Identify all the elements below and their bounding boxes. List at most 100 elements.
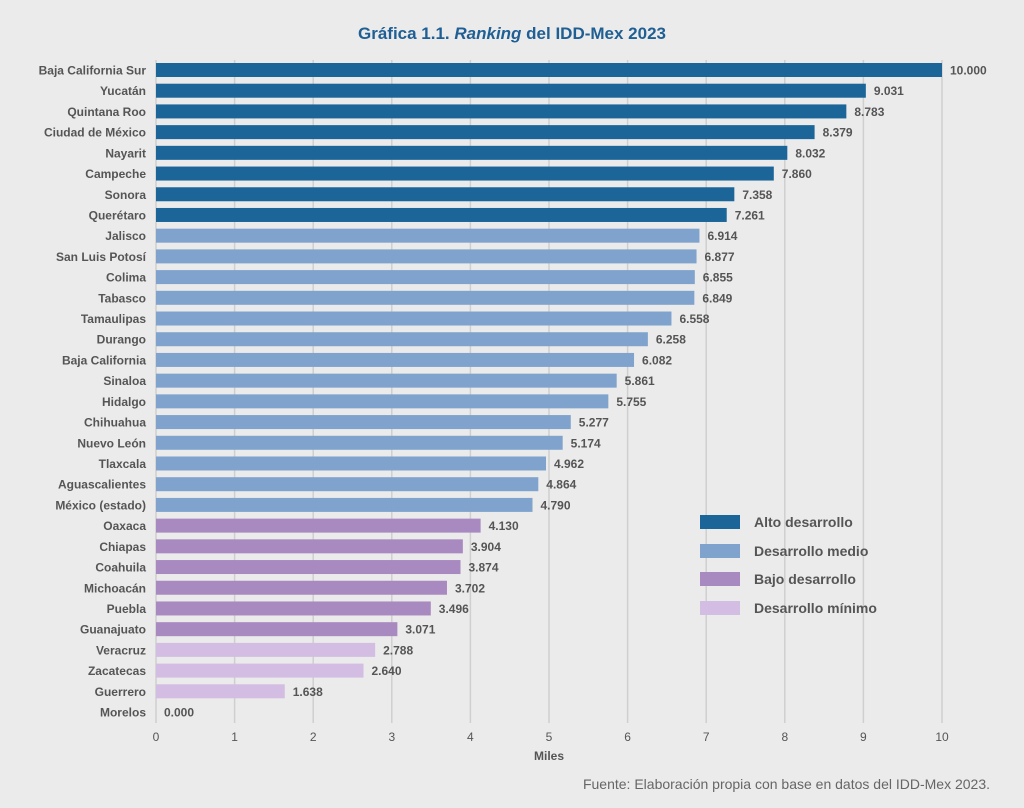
data-label: 5.277 [579, 416, 609, 430]
data-label: 3.904 [471, 540, 501, 554]
category-label: Morelos [100, 706, 146, 720]
data-label: 5.174 [571, 436, 601, 450]
data-label: 3.874 [468, 561, 498, 575]
category-label: Durango [97, 333, 146, 347]
bar [156, 580, 447, 595]
category-label: Aguascalientes [58, 478, 146, 492]
bar [156, 311, 672, 326]
data-label: 8.379 [823, 126, 853, 140]
data-label: 5.755 [616, 395, 646, 409]
data-label: 8.783 [854, 105, 884, 119]
data-label: 1.638 [293, 685, 323, 699]
data-label: 9.031 [874, 84, 904, 98]
source-note: Fuente: Elaboración propia con base en d… [582, 776, 990, 792]
category-label: Ciudad de México [44, 126, 146, 140]
data-label: 8.032 [795, 146, 825, 160]
bar [156, 104, 847, 119]
data-label: 6.082 [642, 353, 672, 367]
category-label: México (estado) [55, 498, 146, 512]
category-label: Baja California [62, 353, 146, 367]
bar [156, 352, 635, 367]
data-label: 4.790 [540, 498, 570, 512]
category-label: Chiapas [99, 540, 146, 554]
legend-swatch [700, 543, 740, 558]
bar [156, 187, 735, 202]
bar [156, 642, 376, 657]
legend: Alto desarrollo Desarrollo medio Bajo de… [700, 508, 877, 622]
bar [156, 166, 774, 181]
data-label: 6.849 [702, 291, 732, 305]
bar [156, 332, 648, 347]
category-label: Tlaxcala [99, 457, 147, 471]
x-tick-label: 5 [546, 730, 553, 744]
legend-swatch [700, 572, 740, 587]
x-tick-label: 4 [467, 730, 474, 744]
x-tick-label: 0 [153, 730, 160, 744]
data-label: 4.962 [554, 457, 584, 471]
category-label: Quintana Roo [67, 105, 146, 119]
bar [156, 290, 695, 305]
bar [156, 663, 364, 678]
category-label: Querétaro [89, 208, 146, 222]
bar [156, 83, 866, 98]
bar [156, 560, 461, 575]
x-tick-label: 10 [935, 730, 949, 744]
data-label: 3.496 [439, 602, 469, 616]
x-tick-label: 1 [231, 730, 238, 744]
bar [156, 601, 431, 616]
legend-label: Alto desarrollo [754, 514, 853, 531]
bar [156, 477, 539, 492]
legend-item-bajo: Bajo desarrollo [700, 565, 877, 594]
x-axis-label: Miles [534, 749, 564, 763]
bar [156, 394, 609, 409]
bar [156, 145, 788, 160]
bar [156, 373, 617, 388]
bar [156, 270, 695, 285]
bar [156, 539, 463, 554]
data-label: 7.261 [735, 208, 765, 222]
x-tick-label: 6 [624, 730, 631, 744]
chart-title: Gráfica 1.1. Ranking del IDD-Mex 2023 [357, 24, 666, 43]
data-label: 0.000 [164, 706, 194, 720]
bar [156, 456, 547, 471]
data-label: 6.914 [707, 229, 737, 243]
category-label: Puebla [107, 602, 147, 616]
category-label: Campeche [85, 167, 146, 181]
bar [156, 435, 563, 450]
data-label: 7.860 [782, 167, 812, 181]
category-label: Zacatecas [88, 664, 146, 678]
category-label: Veracruz [96, 643, 146, 657]
bar [156, 622, 398, 637]
x-tick-label: 7 [703, 730, 710, 744]
data-label: 2.788 [383, 643, 413, 657]
bar [156, 63, 942, 77]
x-tick-label: 2 [310, 730, 317, 744]
category-label: Chihuahua [84, 416, 146, 430]
bar [156, 228, 700, 243]
data-label: 7.358 [742, 188, 772, 202]
legend-label: Desarrollo medio [754, 542, 869, 559]
bar [156, 415, 571, 430]
category-label: Hidalgo [102, 395, 146, 409]
category-label: Tamaulipas [81, 312, 146, 326]
data-label: 3.702 [455, 581, 485, 595]
category-label: Jalisco [105, 229, 146, 243]
data-label: 6.877 [705, 250, 735, 264]
category-label: San Luis Potosí [56, 250, 147, 264]
category-label: Sinaloa [103, 374, 146, 388]
category-label: Baja California Sur [39, 64, 147, 78]
data-label: 4.130 [489, 519, 519, 533]
legend-label: Desarrollo mínimo [754, 599, 877, 616]
bar [156, 497, 533, 512]
legend-label: Bajo desarrollo [754, 571, 856, 588]
bar [156, 207, 727, 222]
bar [156, 684, 285, 699]
legend-item-alto: Alto desarrollo [700, 508, 877, 537]
x-tick-label: 9 [860, 730, 867, 744]
bar [156, 125, 815, 140]
bar [156, 518, 481, 533]
category-label: Guanajuato [80, 623, 146, 637]
category-label: Tabasco [98, 291, 146, 305]
data-label: 4.864 [546, 478, 576, 492]
legend-swatch [700, 515, 740, 530]
